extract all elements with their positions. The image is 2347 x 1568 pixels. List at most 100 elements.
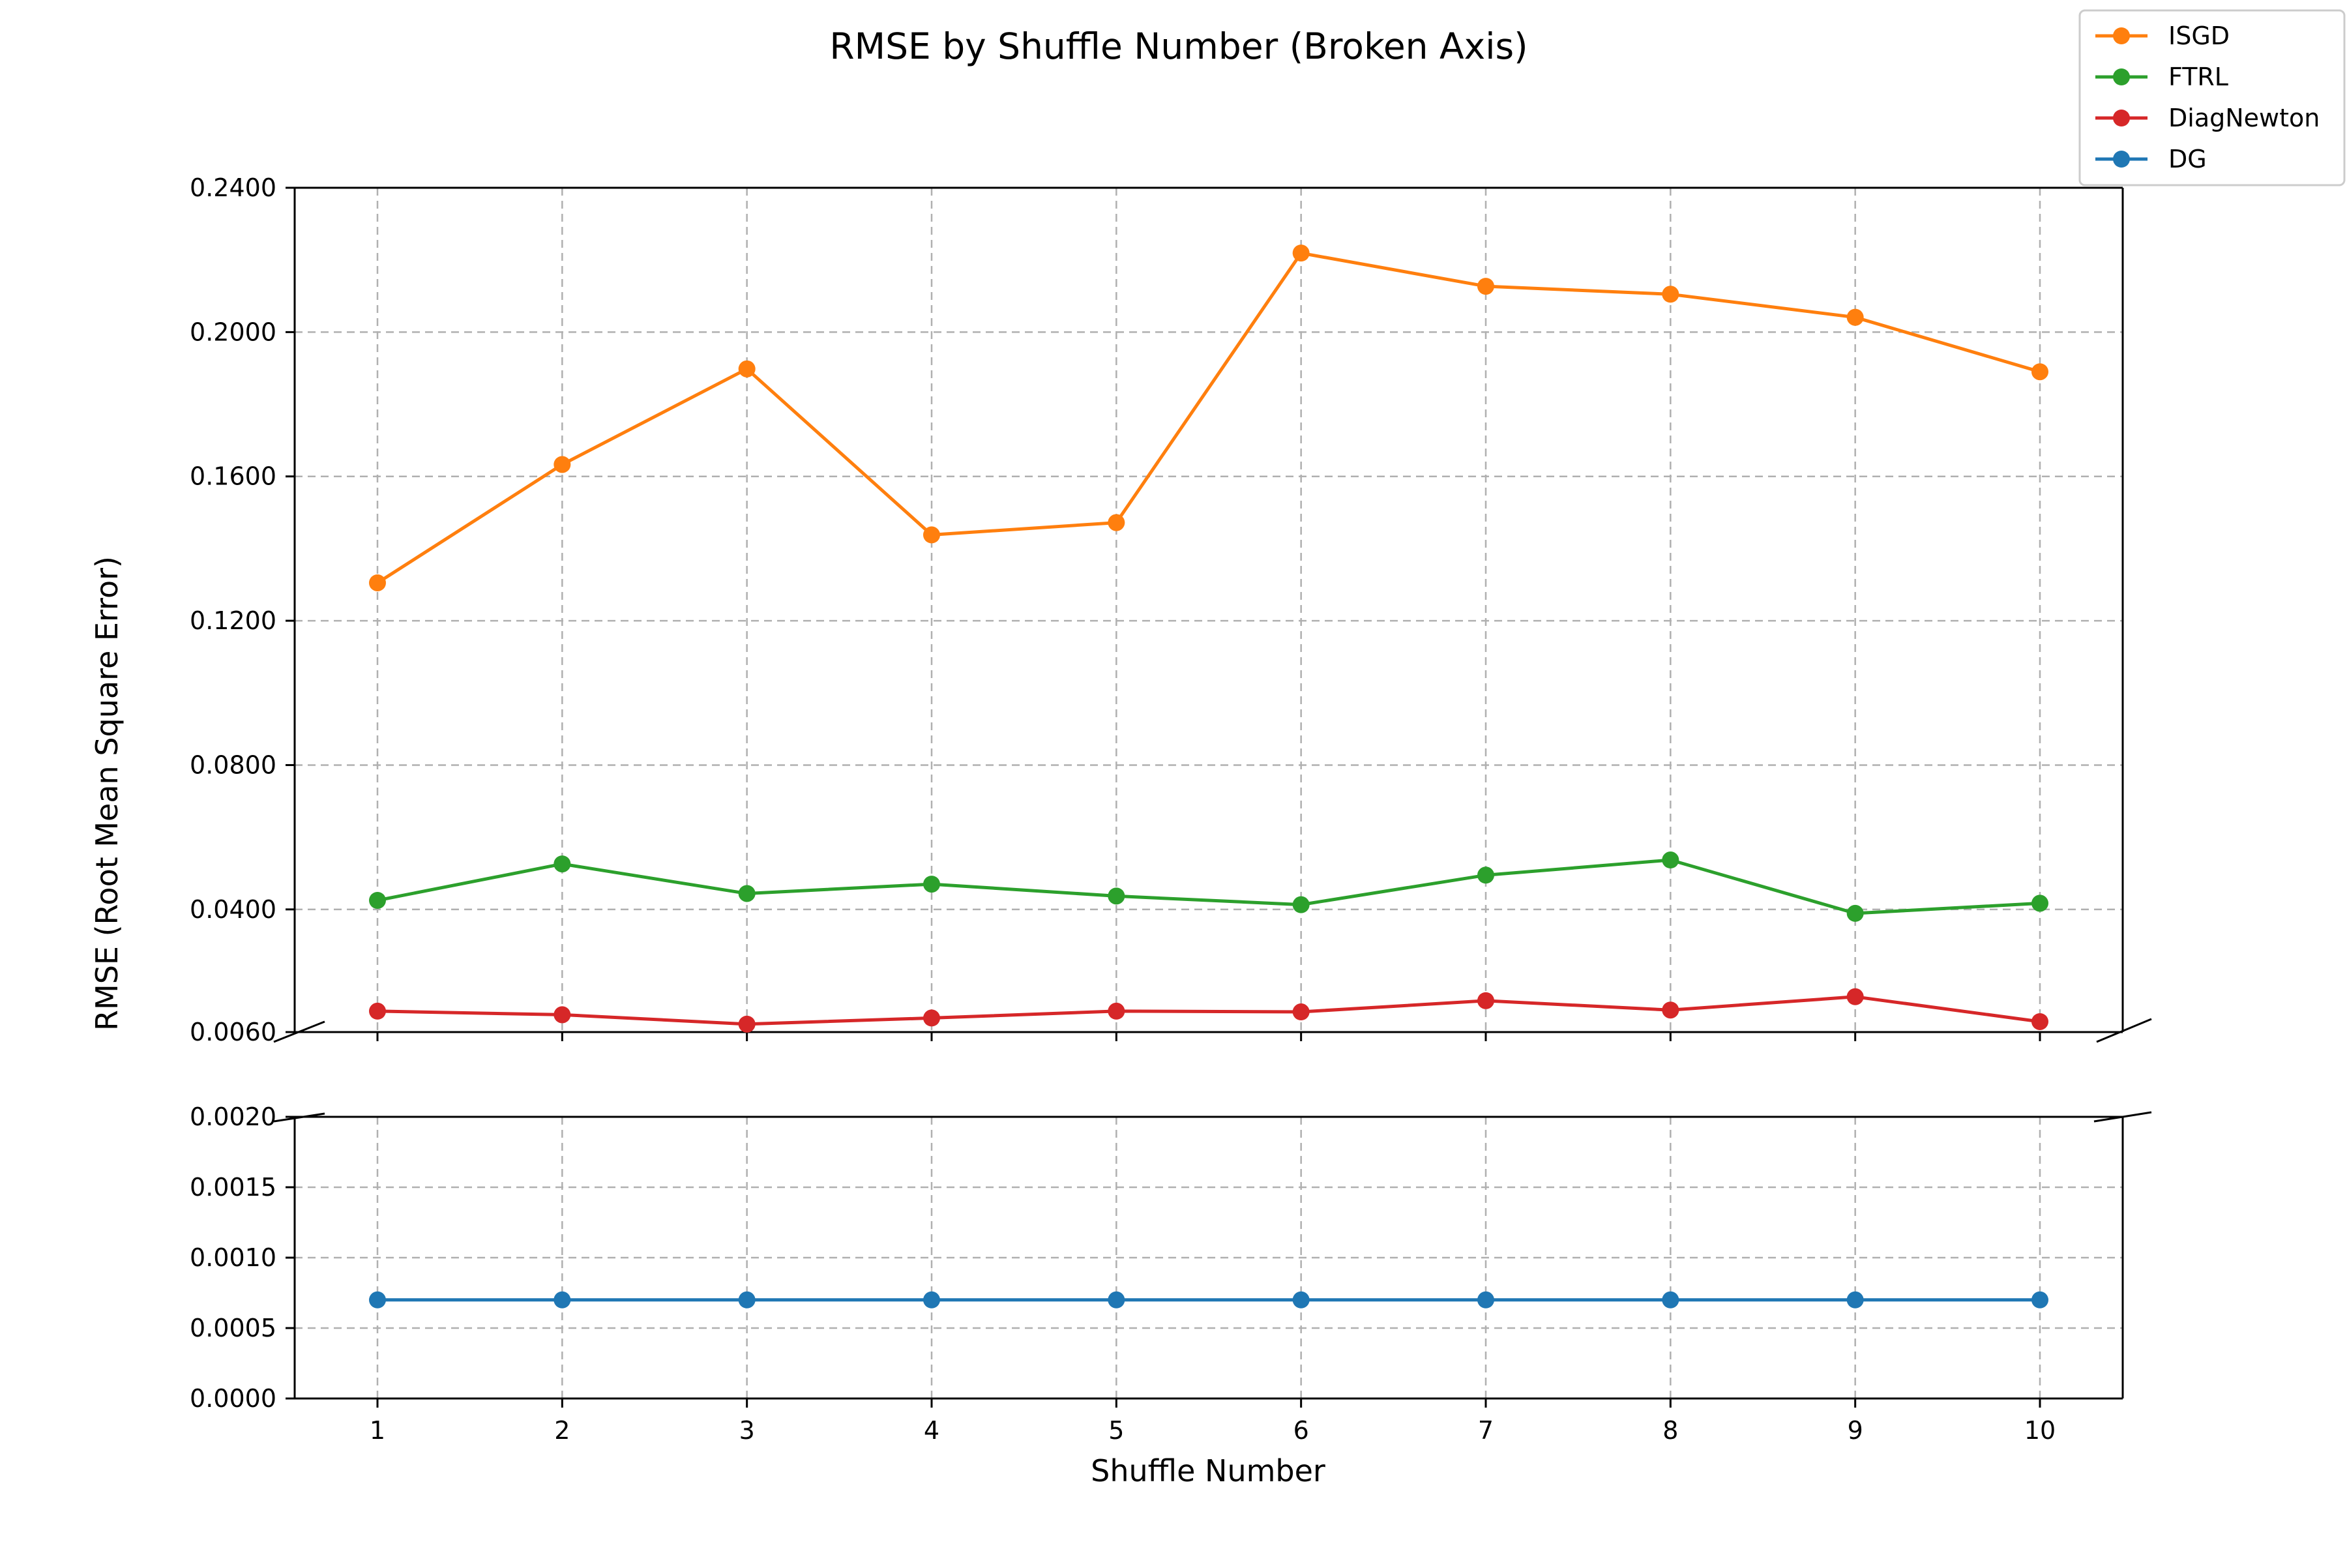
upper-y-tick-label: 0.0800 bbox=[190, 750, 276, 779]
legend-swatch-marker bbox=[2113, 151, 2130, 168]
data-point-isgd bbox=[1477, 278, 1494, 295]
data-point-ftrl bbox=[923, 876, 940, 893]
data-point-isgd bbox=[1662, 286, 1679, 303]
legend-item-ftrl: FTRL bbox=[2095, 63, 2228, 91]
data-point-diagnewton bbox=[1292, 1003, 1310, 1021]
x-tick-label: 3 bbox=[739, 1416, 755, 1445]
x-axis: 1 2 3 4 5 6 7 8 9 10 bbox=[370, 1032, 2056, 1445]
upper-y-tick-label: 0.1600 bbox=[190, 462, 276, 491]
upper-panel-frame bbox=[293, 186, 2124, 1033]
data-point-diagnewton bbox=[2031, 1013, 2048, 1030]
axis-break-mark-lower-left bbox=[273, 1112, 325, 1123]
x-tick-label: 6 bbox=[1293, 1416, 1309, 1445]
legend-box bbox=[2078, 9, 2346, 186]
x-tick-label: 4 bbox=[924, 1416, 939, 1445]
series-ftrl bbox=[369, 851, 2048, 922]
data-point-diagnewton bbox=[1662, 1001, 1679, 1019]
upper-y-tick-label: 0.1200 bbox=[190, 606, 276, 635]
x-tick-label: 9 bbox=[1848, 1416, 1863, 1445]
data-point-ftrl bbox=[554, 855, 571, 873]
lower-panel-grid bbox=[295, 1117, 2123, 1398]
data-point-ftrl bbox=[2031, 895, 2048, 912]
data-point-isgd bbox=[1108, 514, 1125, 531]
data-point-dg bbox=[369, 1291, 386, 1309]
legend-label: DiagNewton bbox=[2168, 104, 2320, 132]
x-tick-label: 1 bbox=[370, 1416, 385, 1445]
data-point-ftrl bbox=[369, 892, 386, 910]
data-point-diagnewton bbox=[923, 1009, 940, 1027]
data-point-dg bbox=[1292, 1291, 1310, 1309]
data-point-ftrl bbox=[1846, 904, 1864, 922]
data-point-isgd bbox=[1292, 244, 1310, 262]
x-tick-label: 5 bbox=[1108, 1416, 1124, 1445]
x-tick-label: 10 bbox=[2024, 1416, 2056, 1445]
series-line-ftrl bbox=[377, 858, 2041, 915]
data-point-dg bbox=[554, 1291, 571, 1309]
data-point-diagnewton bbox=[554, 1006, 571, 1024]
data-point-ftrl bbox=[1662, 851, 1679, 869]
x-tick-label: 7 bbox=[1478, 1416, 1494, 1445]
series-line-isgd bbox=[376, 251, 2041, 585]
data-point-diagnewton bbox=[1477, 992, 1494, 1009]
legend-item-isgd: ISGD bbox=[2095, 22, 2230, 50]
data-point-ftrl bbox=[738, 885, 756, 902]
legend-swatch-marker bbox=[2113, 110, 2130, 126]
lower-y-tick-label: 0.0000 bbox=[190, 1384, 276, 1413]
legend: ISGD FTRL DiagNewton DG bbox=[2078, 9, 2346, 186]
series-diagnewton bbox=[369, 988, 2048, 1033]
y-axis-title: RMSE (Root Mean Square Error) bbox=[89, 556, 125, 1031]
data-point-ftrl bbox=[1108, 887, 1125, 905]
legend-label: DG bbox=[2168, 145, 2207, 173]
upper-y-axis: 0.0060 0.0400 0.0800 0.1200 0.1600 0.2000 0.24… bbox=[190, 173, 295, 1046]
data-point-dg bbox=[923, 1291, 940, 1309]
data-point-isgd bbox=[369, 574, 386, 591]
data-point-isgd bbox=[2031, 363, 2048, 381]
legend-label: ISGD bbox=[2168, 22, 2230, 50]
lower-y-tick-label: 0.0005 bbox=[190, 1314, 276, 1342]
upper-panel-grid bbox=[295, 188, 2123, 1032]
axis-break-mark-upper-left bbox=[273, 1020, 325, 1043]
data-point-ftrl bbox=[1292, 896, 1310, 913]
legend-swatch-marker bbox=[2113, 68, 2130, 85]
data-point-isgd bbox=[1846, 308, 1864, 326]
series-dg bbox=[369, 1291, 2048, 1309]
upper-y-tick-label: 0.2000 bbox=[190, 318, 276, 346]
data-point-dg bbox=[2031, 1291, 2048, 1309]
data-point-dg bbox=[1662, 1291, 1679, 1309]
chart-title: RMSE by Shuffle Number (Broken Axis) bbox=[829, 25, 1528, 67]
upper-y-tick-label: 0.0060 bbox=[190, 1018, 276, 1046]
data-point-ftrl bbox=[1477, 866, 1494, 884]
data-point-diagnewton bbox=[1846, 988, 1864, 1005]
axis-break-mark-upper-right bbox=[2096, 1018, 2152, 1043]
lower-y-tick-label: 0.0015 bbox=[190, 1173, 276, 1202]
axis-break-markers bbox=[273, 1018, 2152, 1123]
x-axis-title: Shuffle Number bbox=[1091, 1453, 1325, 1488]
upper-y-tick-label: 0.2400 bbox=[190, 173, 276, 202]
lower-y-axis: 0.0000 0.0005 0.0010 0.0015 0.0020 bbox=[190, 1102, 295, 1413]
series-line-diagnewton bbox=[377, 995, 2041, 1026]
data-point-isgd bbox=[554, 456, 571, 473]
upper-y-tick-label: 0.0400 bbox=[190, 895, 276, 924]
data-point-isgd bbox=[923, 526, 940, 544]
data-point-diagnewton bbox=[738, 1015, 756, 1033]
series-layer bbox=[369, 244, 2048, 1309]
data-point-dg bbox=[1846, 1291, 1864, 1309]
data-point-diagnewton bbox=[1108, 1002, 1125, 1020]
data-point-dg bbox=[1108, 1291, 1125, 1309]
legend-item-diagnewton: DiagNewton bbox=[2095, 104, 2320, 132]
legend-label: FTRL bbox=[2168, 63, 2228, 91]
data-point-isgd bbox=[738, 360, 756, 377]
data-point-diagnewton bbox=[369, 1002, 386, 1020]
x-tick-label: 2 bbox=[554, 1416, 570, 1445]
lower-panel-frame bbox=[293, 1116, 2124, 1400]
legend-item-dg: DG bbox=[2095, 145, 2207, 173]
lower-y-tick-label: 0.0020 bbox=[190, 1102, 276, 1131]
data-point-dg bbox=[1477, 1291, 1494, 1309]
legend-swatch-marker bbox=[2113, 27, 2130, 44]
x-tick-label: 8 bbox=[1662, 1416, 1678, 1445]
series-isgd bbox=[369, 244, 2048, 591]
axis-break-mark-lower-right bbox=[2093, 1111, 2152, 1123]
